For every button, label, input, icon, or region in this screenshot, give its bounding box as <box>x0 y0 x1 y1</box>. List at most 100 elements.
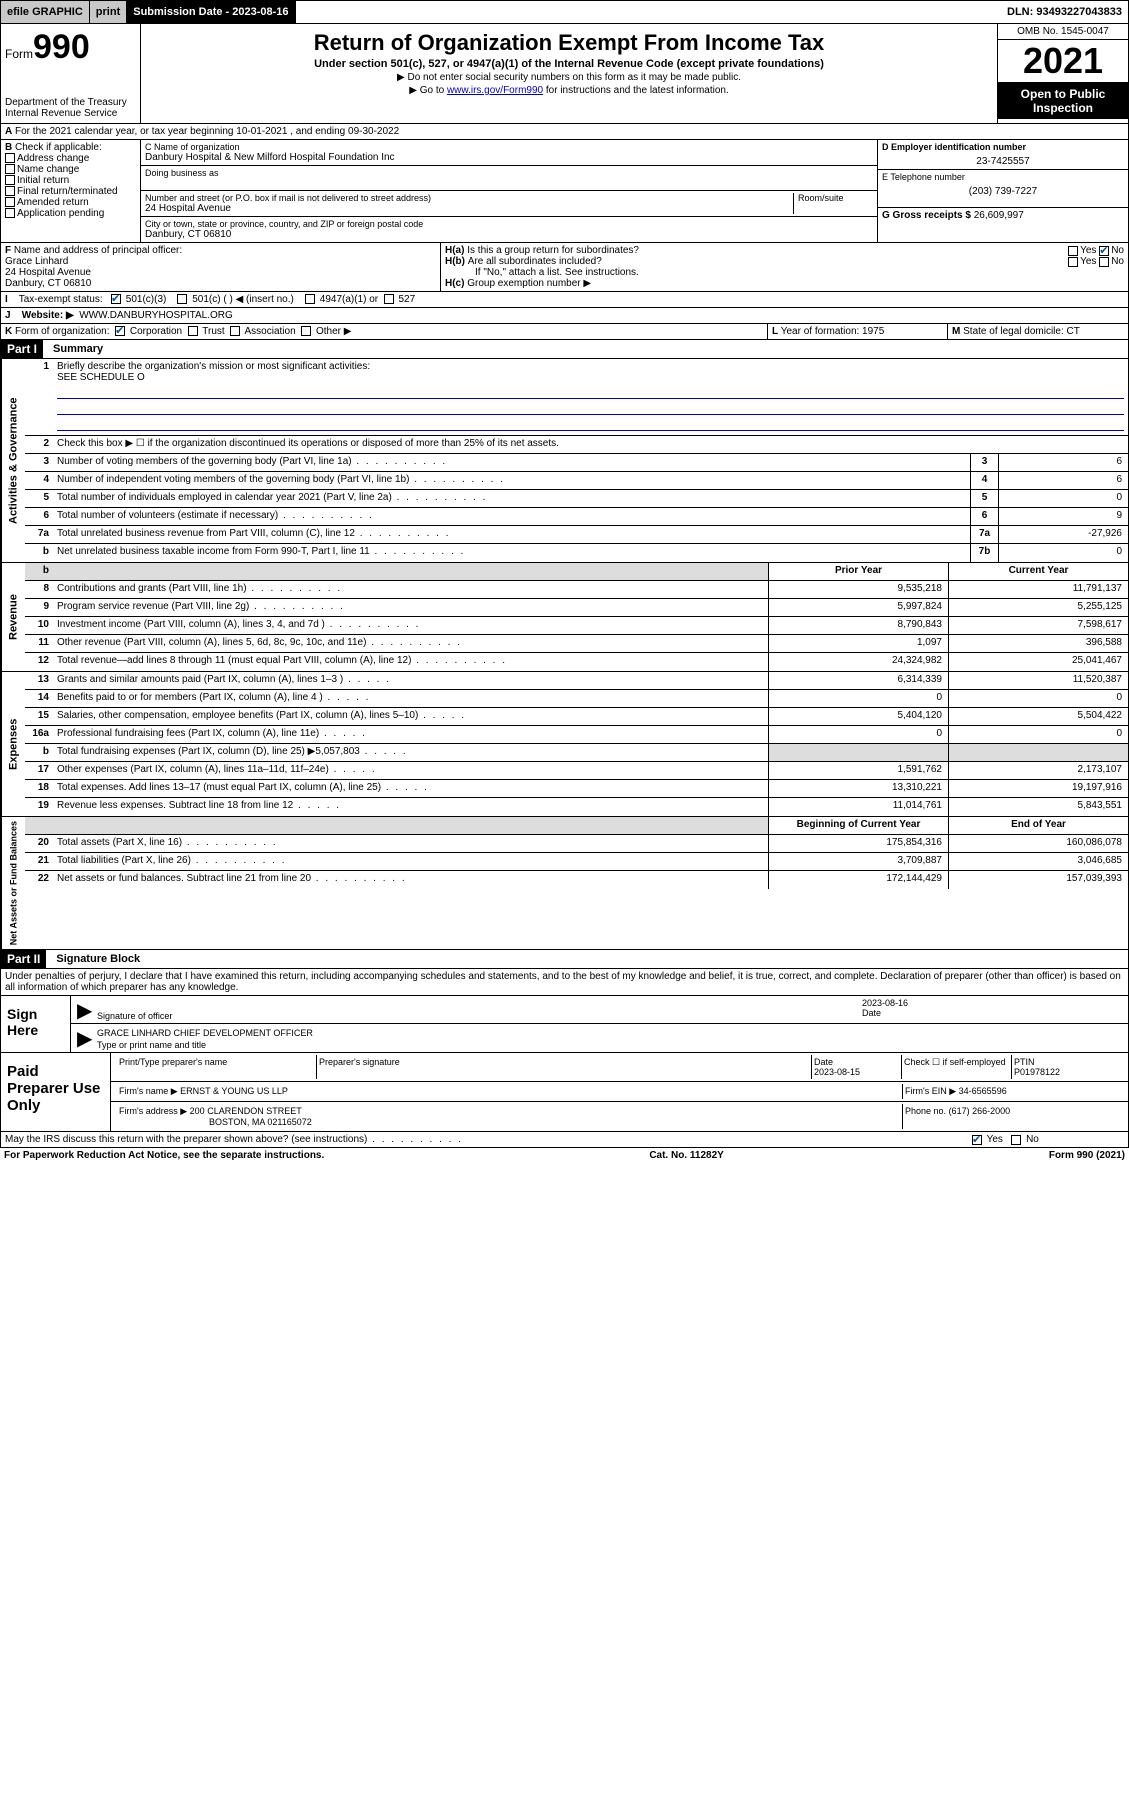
opt-4947: 4947(a)(1) or <box>320 294 378 305</box>
current-year-header: Current Year <box>948 563 1128 580</box>
table-row: 13Grants and similar amounts paid (Part … <box>25 672 1128 690</box>
box-h: H(a) Is this a group return for subordin… <box>441 243 1128 291</box>
chk-initial-return[interactable] <box>5 175 15 185</box>
table-row: 21Total liabilities (Part X, line 26)3,7… <box>25 853 1128 871</box>
hb-note: If "No," attach a list. See instructions… <box>445 267 1124 278</box>
preparer-block: Paid Preparer Use Only Print/Type prepar… <box>0 1053 1129 1132</box>
part1-title: Summary <box>43 343 103 355</box>
table-row: 9Program service revenue (Part VIII, lin… <box>25 599 1128 617</box>
box-b: B Check if applicable: Address change Na… <box>1 140 141 242</box>
firm-phone: (617) 266-2000 <box>949 1106 1011 1116</box>
preparer-sig-label: Preparer's signature <box>317 1055 812 1079</box>
chk-501c3[interactable] <box>111 294 121 304</box>
ha-no: No <box>1111 245 1124 256</box>
hb-no: No <box>1111 256 1124 267</box>
box-f: F Name and address of principal officer:… <box>1 243 441 291</box>
line2-desc: Check this box ▶ ☐ if the organization d… <box>53 436 1128 453</box>
bcd-row: B Check if applicable: Address change Na… <box>0 140 1129 243</box>
chk-association[interactable] <box>230 326 240 336</box>
discuss-row: May the IRS discuss this return with the… <box>0 1132 1129 1148</box>
submission-date: Submission Date - 2023-08-16 <box>127 1 295 23</box>
city-label: City or town, state or province, country… <box>145 219 873 229</box>
chk-527[interactable] <box>384 294 394 304</box>
opt-trust: Trust <box>202 326 224 337</box>
k-label: K <box>5 326 12 337</box>
opt-address-change: Address change <box>17 153 89 164</box>
opt-other: Other ▶ <box>316 326 351 337</box>
chk-hb-no[interactable] <box>1099 257 1109 267</box>
chk-501c[interactable] <box>177 294 187 304</box>
header-center: Return of Organization Exempt From Incom… <box>141 24 998 123</box>
org-city: Danbury, CT 06810 <box>145 229 873 240</box>
firm-city: BOSTON, MA 021165072 <box>119 1117 312 1127</box>
chk-application-pending[interactable] <box>5 208 15 218</box>
sign-date: 2023-08-16 <box>862 998 1122 1008</box>
firm-addr-label: Firm's address ▶ <box>119 1106 187 1116</box>
chk-trust[interactable] <box>188 326 198 336</box>
line1-desc: Briefly describe the organization's miss… <box>53 359 1128 435</box>
part2-header: Part II Signature Block <box>0 950 1129 969</box>
line2-num: 2 <box>25 436 53 453</box>
irs-link[interactable]: www.irs.gov/Form990 <box>447 85 543 96</box>
part1-label: Part I <box>1 340 43 358</box>
boy-header: Beginning of Current Year <box>768 817 948 834</box>
chk-final-return[interactable] <box>5 186 15 196</box>
chk-discuss-no[interactable] <box>1011 1135 1021 1145</box>
table-row: 4Number of independent voting members of… <box>25 472 1128 490</box>
table-row: 7aTotal unrelated business revenue from … <box>25 526 1128 544</box>
sig-officer-label: Signature of officer <box>97 1011 172 1021</box>
opt-name-change: Name change <box>17 164 79 175</box>
table-row: bNet unrelated business taxable income f… <box>25 544 1128 562</box>
chk-ha-no[interactable] <box>1099 246 1109 256</box>
box-d: D Employer identification number 23-7425… <box>878 140 1128 242</box>
ssn-note: ▶ Do not enter social security numbers o… <box>149 72 989 83</box>
hc-text: Group exemption number ▶ <box>467 278 591 289</box>
page-footer: For Paperwork Reduction Act Notice, see … <box>0 1148 1129 1163</box>
netassets-table: Net Assets or Fund Balances Beginning of… <box>0 817 1129 950</box>
discuss-no: No <box>1026 1134 1039 1145</box>
print-button[interactable]: print <box>90 1 127 23</box>
table-row: 8Contributions and grants (Part VIII, li… <box>25 581 1128 599</box>
prior-year-header: Prior Year <box>768 563 948 580</box>
org-name-label: C Name of organization <box>145 142 873 152</box>
row-klm: K Form of organization: Corporation Trus… <box>0 324 1129 340</box>
chk-4947[interactable] <box>305 294 315 304</box>
line1-text: Briefly describe the organization's miss… <box>57 361 370 372</box>
chk-discuss-yes[interactable] <box>972 1135 982 1145</box>
chk-address-change[interactable] <box>5 153 15 163</box>
chk-amended-return[interactable] <box>5 197 15 207</box>
rev-blank-num: b <box>25 563 53 580</box>
ein-value: 23-7425557 <box>882 156 1124 167</box>
footer-right: Form 990 (2021) <box>1049 1150 1125 1161</box>
top-bar: efile GRAPHIC print Submission Date - 20… <box>0 0 1129 24</box>
tax-exempt-label: Tax-exempt status: <box>19 294 103 305</box>
firm-ein: 34-6565596 <box>959 1086 1007 1096</box>
table-row: 12Total revenue—add lines 8 through 11 (… <box>25 653 1128 671</box>
state-domicile: State of legal domicile: CT <box>963 326 1080 337</box>
gross-receipts-label: G Gross receipts $ <box>882 210 971 221</box>
dba-label: Doing business as <box>145 168 873 178</box>
part2-title: Signature Block <box>46 953 140 965</box>
f-label: F <box>5 245 11 256</box>
chk-ha-yes[interactable] <box>1068 246 1078 256</box>
table-row: 3Number of voting members of the governi… <box>25 454 1128 472</box>
chk-name-change[interactable] <box>5 164 15 174</box>
year-formation: Year of formation: 1975 <box>781 326 885 337</box>
ein-label: D Employer identification number <box>882 142 1026 152</box>
table-row: bTotal fundraising expenses (Part IX, co… <box>25 744 1128 762</box>
efile-button[interactable]: efile GRAPHIC <box>1 1 90 23</box>
chk-corporation[interactable] <box>115 326 125 336</box>
goto-prefix: ▶ Go to <box>409 85 447 96</box>
net-blank-desc <box>53 817 768 834</box>
chk-hb-yes[interactable] <box>1068 257 1078 267</box>
rev-blank-desc <box>53 563 768 580</box>
website-url: WWW.DANBURYHOSPITAL.ORG <box>79 310 233 321</box>
ha-text: Is this a group return for subordinates? <box>467 245 1068 256</box>
sign-here-block: Sign Here ▶ Signature of officer 2023-08… <box>0 996 1129 1053</box>
b-label: B <box>5 142 12 153</box>
chk-other[interactable] <box>301 326 311 336</box>
firm-phone-label: Phone no. <box>905 1106 946 1116</box>
opt-application-pending: Application pending <box>17 208 104 219</box>
prep-date-label: Date <box>814 1057 833 1067</box>
website-label: Website: ▶ <box>22 310 74 321</box>
